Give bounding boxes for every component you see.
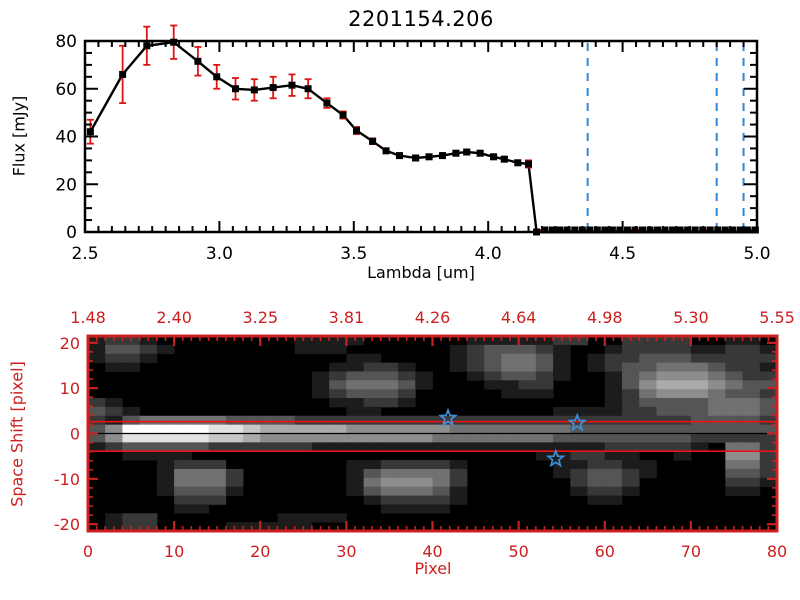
aperture-lines [88, 420, 777, 452]
tick-label: 20 [60, 334, 80, 353]
spectrum-tick-labels: 2.5 3.0 3.5 4.0 4.5 5.0 0 20 40 60 80 [55, 32, 770, 264]
star-markers [438, 407, 588, 468]
tick-label: 0 [66, 223, 77, 243]
tick-label: 3.5 [340, 244, 367, 264]
tick-label: 60 [595, 542, 615, 561]
profile-y-axis-label: Space Shift [pixel] [7, 361, 27, 507]
tick-label: 5.30 [673, 308, 709, 327]
tick-label: 5.0 [743, 244, 770, 264]
tick-label: 10 [164, 542, 184, 561]
profile-x-axis-label: Pixel [414, 559, 452, 578]
spatial-profile-canvas: 1.48 2.40 3.25 3.81 4.26 4.64 4.98 5.30 5.55 0 10 2… [54, 308, 795, 561]
spectrum-y-axis-label: Flux [mJy] [9, 95, 29, 177]
profile-ticks [86, 337, 779, 530]
tick-label: 20 [250, 542, 270, 561]
tick-label: 40 [55, 128, 77, 148]
star-icon [567, 412, 588, 432]
tick-label: 10 [60, 379, 80, 398]
tick-label: 80 [767, 542, 787, 561]
tick-label: 2.5 [71, 244, 98, 264]
tick-label: 30 [336, 542, 356, 561]
tick-label: 20 [55, 175, 77, 195]
error-bars [86, 24, 533, 169]
spectrum-x-axis-label: Lambda [um] [367, 263, 475, 282]
tick-label: 4.5 [609, 244, 636, 264]
blue-dashed-vlines [586, 43, 745, 230]
tick-label: -20 [54, 515, 80, 534]
spectrum-plot-canvas: 2.5 3.0 3.5 4.0 4.5 5.0 0 20 40 60 80 [55, 24, 771, 264]
tick-label: 60 [55, 80, 77, 100]
tick-label: 4.64 [501, 308, 537, 327]
tick-label: 70 [681, 542, 701, 561]
tick-label: 0 [83, 542, 93, 561]
heatmap-cells [88, 336, 778, 532]
tick-label: 1.48 [70, 308, 106, 327]
plot-title: 2201154.206 [348, 7, 494, 31]
profile-frame [86, 334, 779, 533]
tick-label: 80 [55, 32, 77, 52]
tick-label: 50 [508, 542, 528, 561]
tick-label: 4.26 [415, 308, 451, 327]
tick-label: 4.98 [587, 308, 623, 327]
tick-label: 40 [422, 542, 442, 561]
star-icon [545, 448, 566, 468]
tick-label: 4.0 [475, 244, 502, 264]
spectrum-line [89, 41, 757, 234]
tick-label: 3.81 [329, 308, 365, 327]
tick-label: 2.40 [156, 308, 192, 327]
tick-label: -10 [54, 470, 80, 489]
profile-tick-labels: 1.48 2.40 3.25 3.81 4.26 4.64 4.98 5.30 5.55 0 10 2… [54, 308, 795, 561]
tick-label: 3.0 [206, 244, 233, 264]
spectrum-ticks [84, 40, 758, 233]
tick-label: 0 [70, 425, 80, 444]
spectrum-frame [83, 39, 759, 234]
star-icon [438, 407, 458, 427]
tick-label: 3.25 [242, 308, 278, 327]
tick-label: 5.55 [759, 308, 795, 327]
spectrum-markers [86, 38, 541, 236]
